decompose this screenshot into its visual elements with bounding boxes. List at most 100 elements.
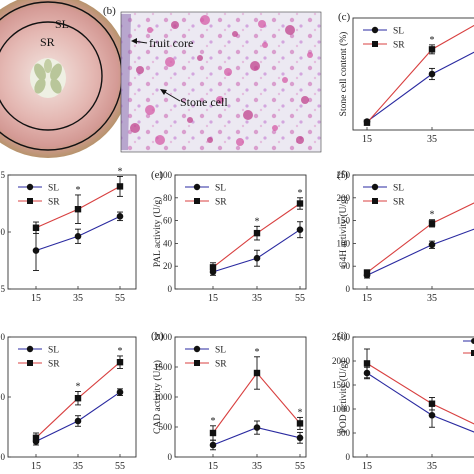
- x-tick-label: 55: [295, 293, 305, 304]
- x-tick-label: 55: [115, 461, 125, 472]
- data-point: [296, 420, 304, 427]
- data-point: [32, 224, 40, 231]
- data-point: [209, 264, 217, 271]
- series-line-SR: [366, 24, 474, 124]
- stone-cell-cluster: [282, 77, 288, 83]
- x-tick-label: 55: [115, 293, 125, 304]
- y-tick-label: 1500: [332, 380, 351, 390]
- data-point: [253, 229, 261, 237]
- y-tick-label: 0: [346, 284, 351, 294]
- legend-label: SL: [48, 184, 59, 194]
- x-tick-label: 15: [208, 293, 218, 304]
- x-tick-label: 15: [362, 461, 372, 472]
- plot-frame: [174, 336, 307, 458]
- data-point: [428, 400, 436, 407]
- data-point: [428, 70, 436, 78]
- y-tick-label: 0: [1, 452, 6, 462]
- x-tick-label: 35: [252, 461, 262, 472]
- plot-frame: [352, 17, 474, 131]
- stone-cell-cluster: [285, 25, 295, 35]
- sr-ring: [0, 21, 103, 131]
- chart-panel-c: 15 35 Stone cell content (%) (c) * SL SR: [338, 11, 474, 145]
- x-tick-label: 35: [427, 461, 437, 472]
- data-point: [296, 434, 304, 442]
- x-tick-label: 55: [295, 461, 305, 472]
- x-tick-label: 15: [208, 461, 218, 472]
- significance-star: *: [298, 188, 303, 199]
- y-tick-label: 0: [1, 392, 6, 402]
- chart-panel-f: 0 50 100 150 200 250 15 35 C4H activity (U/g) (f)…: [337, 169, 474, 304]
- data-point: [253, 254, 261, 262]
- panel-tag: (i): [337, 330, 348, 342]
- y-tick-label: 40: [163, 238, 173, 248]
- stone-cell-cluster: [272, 125, 278, 131]
- data-point: [363, 119, 371, 126]
- panel-tag: (c): [338, 11, 351, 23]
- significance-star: *: [118, 166, 123, 177]
- legend-marker: [193, 345, 201, 353]
- series-line-SL: [366, 228, 474, 276]
- significance-star: *: [255, 347, 260, 358]
- x-tick-label: 15: [362, 293, 372, 304]
- legend-marker: [471, 350, 474, 356]
- data-point: [428, 46, 436, 53]
- data-point: [428, 220, 436, 227]
- legend-label: SR: [48, 198, 60, 208]
- significance-star: *: [211, 416, 216, 427]
- y-tick-label: .5: [0, 284, 6, 294]
- legend-label: SL: [48, 346, 59, 356]
- stone-cell-cluster: [145, 105, 155, 115]
- stone-cell-arrow: [162, 90, 181, 102]
- stone-cell-cluster: [236, 138, 244, 146]
- stone-cell-cluster: [232, 31, 238, 37]
- panel-tag: (f): [337, 169, 348, 181]
- y-axis-label: C4H activity (U/g): [338, 196, 349, 268]
- plot-frame: [352, 336, 474, 458]
- stone-cell-cluster: [250, 61, 260, 71]
- chart-panel-d: .5 .0 .5 15 35 55 * * SL SR: [0, 166, 137, 304]
- stone-cell-cluster: [301, 96, 309, 104]
- data-point: [32, 434, 40, 441]
- stone-cell-cluster: [296, 136, 304, 144]
- plot-frame: [352, 174, 474, 290]
- stone-cell-cluster: [187, 117, 193, 123]
- stone-cell-cluster: [136, 66, 144, 74]
- panel-tag: (h): [151, 330, 164, 342]
- data-point: [296, 226, 304, 234]
- chart-panel-g: 0 0 0 15 35 55 * * SL SR: [1, 332, 137, 472]
- series-line-SL: [366, 51, 474, 123]
- stone-cell-cluster: [171, 21, 179, 29]
- plot-frame: [174, 174, 307, 290]
- series-line-0: [366, 372, 474, 433]
- data-point: [363, 269, 371, 276]
- panel-a-photo: SL SR: [0, 0, 130, 158]
- legend-label: SL: [393, 184, 404, 194]
- y-tick-label: 150: [337, 216, 351, 226]
- y-tick-label: 0: [168, 452, 173, 462]
- significance-star: *: [255, 216, 260, 227]
- significance-star: *: [430, 35, 435, 46]
- significance-star: *: [298, 407, 303, 418]
- y-tick-label: .0: [0, 227, 6, 237]
- y-tick-label: 500: [159, 422, 173, 432]
- fruit-core-tissue: [121, 14, 131, 150]
- stone-cell-cluster: [197, 55, 203, 61]
- y-tick-label: 1500: [154, 362, 173, 372]
- x-tick-label: 35: [427, 293, 437, 304]
- stone-cell-cluster: [165, 57, 175, 67]
- data-point: [253, 369, 261, 377]
- legend-marker: [372, 198, 378, 204]
- data-point: [74, 206, 82, 213]
- data-point: [428, 241, 436, 249]
- data-point: [116, 213, 124, 220]
- stone-cell-cluster: [200, 15, 210, 25]
- series-line-SR: [212, 372, 301, 434]
- x-tick-label: 15: [362, 134, 372, 145]
- data-point: [363, 360, 371, 367]
- y-tick-label: 60: [163, 216, 173, 226]
- y-axis-label: Stone cell content (%): [338, 32, 349, 117]
- data-point: [116, 388, 124, 396]
- y-tick-label: 50: [341, 261, 351, 271]
- stone-cell-cluster: [207, 137, 213, 143]
- legend-marker: [371, 183, 379, 191]
